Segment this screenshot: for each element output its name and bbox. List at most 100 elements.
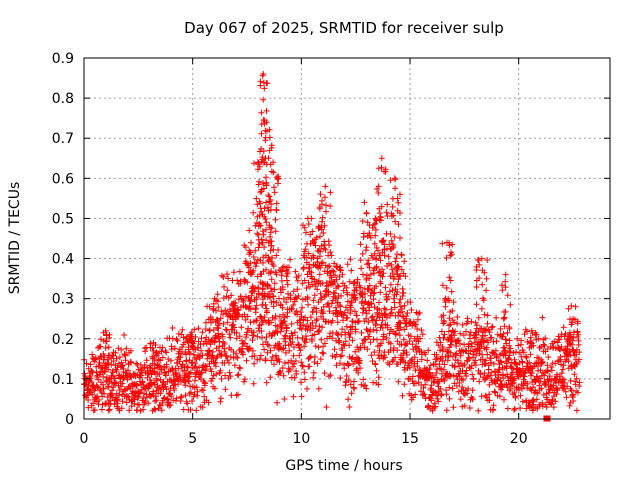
data-point [344,314,351,321]
data-point [111,380,118,387]
data-point [362,290,368,297]
peak-point [315,223,322,230]
data-point [168,346,175,353]
data-point [439,240,446,247]
data-point [307,314,314,321]
data-point [185,339,192,346]
data-point [576,356,582,363]
data-point [483,394,490,401]
data-point [319,214,326,221]
data-point [263,266,269,273]
data-point [568,302,575,309]
data-point [560,324,567,331]
data-point [173,336,180,343]
data-point [273,200,280,207]
data-point [302,314,309,321]
data-point [119,362,126,369]
data-point [375,374,382,381]
data-point [235,371,242,378]
data-point [451,319,457,326]
data-point [360,376,367,383]
data-point [154,364,161,371]
data-point [289,305,296,312]
data-point [288,320,295,327]
data-point [359,340,366,347]
data-point [261,314,268,321]
data-point [529,407,536,414]
data-point [333,307,340,314]
data-point [277,370,284,376]
data-point [557,373,563,380]
data-point [443,391,450,398]
data-point [248,239,254,246]
data-point [498,350,505,357]
data-point [314,248,321,254]
data-point [281,360,288,367]
data-point [221,348,228,355]
data-point [399,293,406,299]
data-point [327,189,334,196]
data-point [394,281,401,288]
data-point [319,197,325,204]
data-point [319,324,326,331]
data-point [106,331,113,338]
data-point [534,405,541,412]
data-point [463,328,469,335]
data-point [100,351,107,357]
data-point [373,244,380,251]
data-point [270,246,277,253]
data-point [284,264,290,271]
data-point [499,287,506,294]
data-point [390,243,397,250]
data-point [345,396,352,403]
data-point [446,384,453,391]
data-point [87,361,94,368]
data-point [570,391,576,398]
data-point [539,314,546,321]
data-point [272,216,279,223]
data-point [493,314,500,321]
data-point [103,377,110,384]
data-point [509,380,516,387]
data-point [318,242,325,249]
data-point [319,218,325,225]
data-point [425,347,432,354]
peak-point [263,119,270,126]
data-point [328,300,335,307]
data-point [472,357,479,364]
data-point [387,281,394,288]
data-point [513,349,519,355]
data-point [553,391,560,398]
data-point [248,327,255,334]
data-point [401,302,408,309]
data-point [342,379,349,386]
data-point [452,328,459,335]
data-point [292,268,299,275]
data-point [563,394,570,401]
data-point [490,360,497,367]
data-point [143,357,150,364]
data-point [348,390,355,397]
data-point [151,365,158,372]
data-point [240,351,246,358]
data-point [469,371,476,378]
data-point [381,305,388,312]
data-point [377,268,383,275]
data-point [188,389,194,396]
data-point [375,190,382,196]
data-point [400,350,407,357]
data-point [281,396,288,402]
data-point [365,319,372,325]
data-point [481,338,488,345]
data-point [334,299,341,306]
data-point [384,296,390,303]
data-point [497,377,504,384]
data-point [267,206,274,213]
peak-point [333,263,340,270]
data-point [179,344,186,351]
data-point [159,344,166,351]
data-point [394,207,401,214]
data-point [446,344,453,351]
data-point [309,228,316,235]
data-point [310,297,317,304]
